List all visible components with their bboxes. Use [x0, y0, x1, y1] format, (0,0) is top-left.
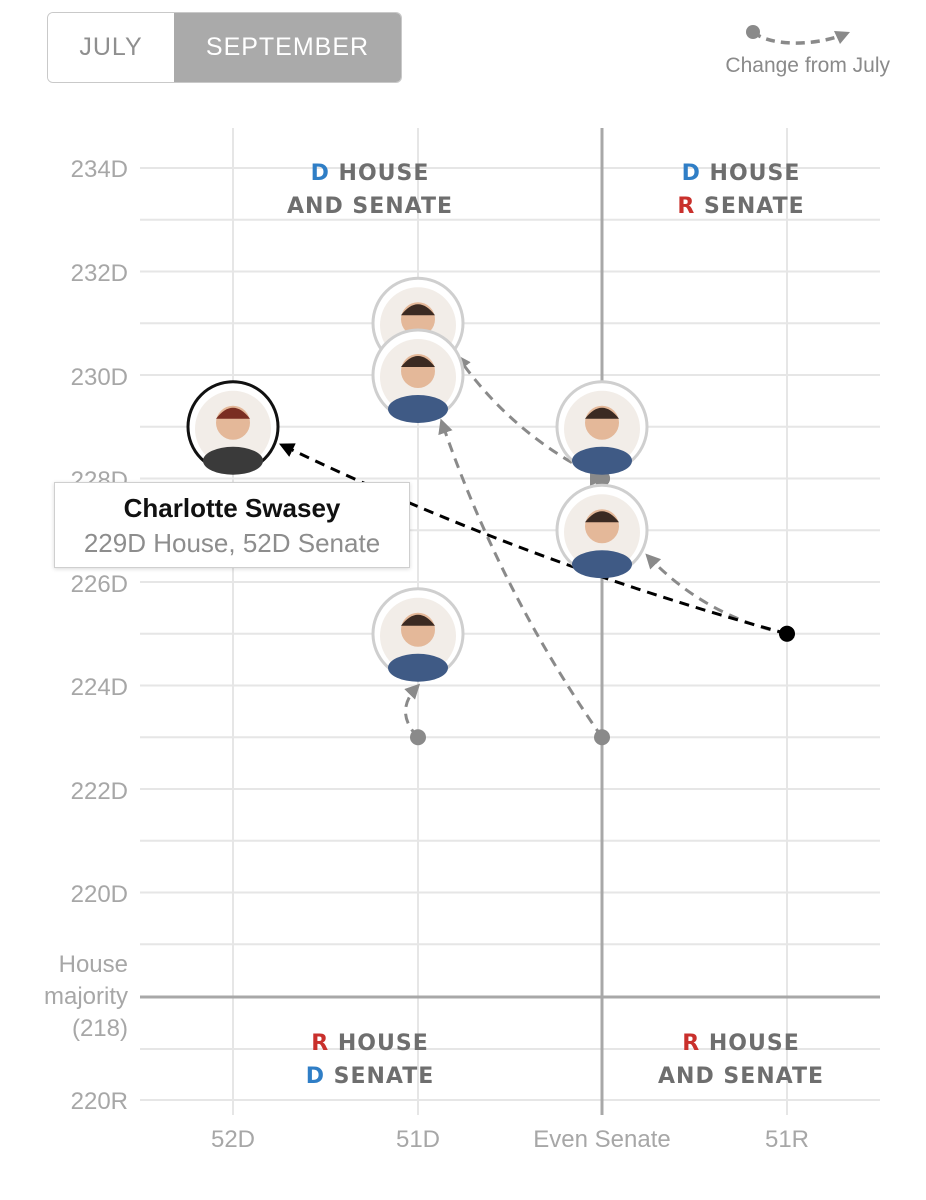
legend-label: Change from July — [725, 54, 890, 77]
y-tick-label: 220D — [71, 881, 128, 908]
july-tab[interactable]: JULY — [48, 13, 174, 82]
month-toggle[interactable]: JULY SEPTEMBER — [47, 12, 402, 83]
quadrant-label: AND SENATE — [658, 1064, 824, 1089]
y-tick-label: 232D — [71, 260, 128, 287]
tooltip-name: Charlotte Swasey — [123, 493, 341, 523]
y-tick-label: 230D — [71, 364, 128, 391]
y-tick-label: 224D — [71, 674, 128, 701]
x-tick-label: 52D — [211, 1126, 255, 1153]
y-tick-label: 220R — [71, 1088, 128, 1115]
change-arrow — [438, 418, 604, 739]
quadrant-label: D SENATE — [306, 1064, 435, 1089]
y-tick-label: 226D — [71, 571, 128, 598]
avatar-hair — [585, 407, 619, 419]
avatar-body — [572, 446, 632, 475]
quadrant-labels: D HOUSE AND SENATE D HOUSE R SENATE R HOUSE D… — [287, 161, 824, 1089]
quadrant-label: D HOUSE — [682, 161, 801, 186]
avatar-hair — [401, 304, 435, 316]
y-tick-label: (218) — [72, 1015, 128, 1042]
avatar-body — [388, 653, 448, 682]
avatar-body — [203, 446, 263, 475]
tooltip: Charlotte Swasey 229D House, 52D Senate — [54, 482, 410, 568]
avatar-hair — [401, 614, 435, 626]
forecaster-avatar[interactable] — [555, 483, 649, 579]
y-tick-label: 234D — [71, 156, 128, 183]
quadrant-label: AND SENATE — [287, 194, 453, 219]
forecaster-avatar[interactable] — [555, 380, 649, 475]
change-arrow — [645, 553, 788, 636]
forecaster-avatar[interactable] — [186, 380, 280, 475]
x-tick-label: 51D — [396, 1126, 440, 1153]
legend-arrow-icon — [746, 25, 850, 45]
avatar-body — [572, 550, 632, 579]
avatar-hair — [401, 356, 435, 367]
grid — [140, 128, 880, 1115]
axes: 234D232D230D228D226D224D222D220DHousemaj… — [44, 128, 880, 1153]
change-arrow — [404, 683, 421, 739]
quadrant-label: D HOUSE — [311, 161, 430, 186]
forecaster-avatar[interactable] — [371, 328, 465, 423]
y-tick-label: majority — [44, 983, 128, 1010]
avatar-body — [388, 395, 448, 423]
quadrant-label: R HOUSE — [682, 1031, 799, 1056]
y-tick-label: House — [59, 951, 128, 978]
quadrant-label: R HOUSE — [311, 1031, 428, 1056]
y-tick-label: 222D — [71, 778, 128, 805]
september-tab[interactable]: SEPTEMBER — [174, 13, 401, 82]
forecaster-avatar[interactable] — [371, 587, 465, 682]
tooltip-detail: 229D House, 52D Senate — [83, 528, 381, 558]
quadrant-label: R SENATE — [677, 194, 804, 219]
forecaster-points — [186, 276, 649, 682]
avatar-hair — [216, 407, 250, 419]
change-arrow — [279, 443, 788, 636]
avatar-hair — [585, 511, 619, 523]
x-tick-label: 51R — [765, 1126, 809, 1153]
x-tick-label: Even Senate — [533, 1126, 670, 1153]
change-legend: Change from July — [700, 20, 890, 80]
